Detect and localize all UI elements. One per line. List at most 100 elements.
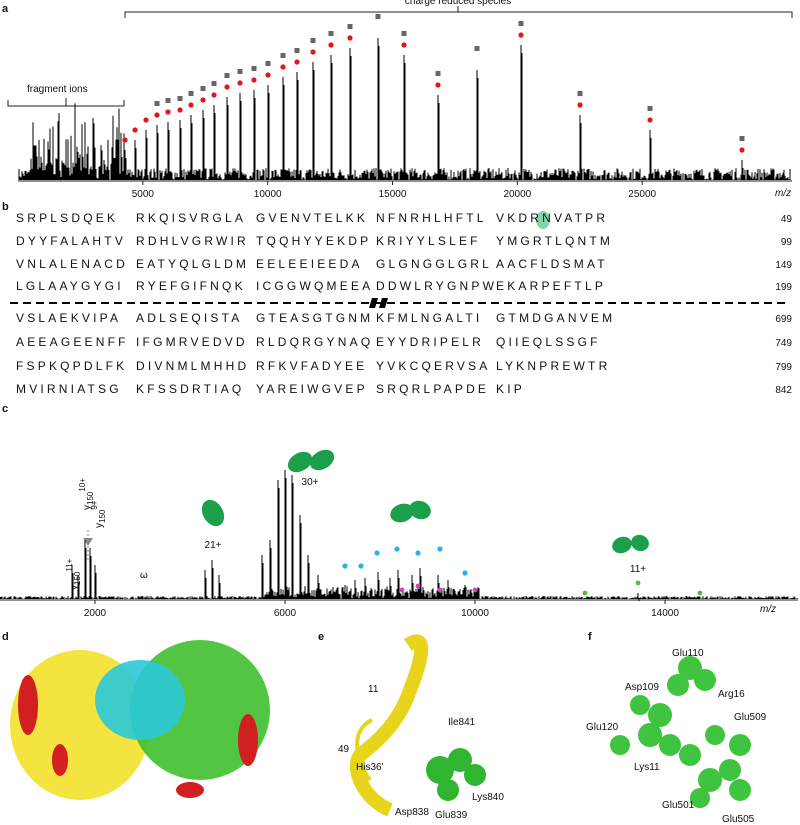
spectrum-trace <box>18 38 791 180</box>
marker-dot <box>374 550 380 556</box>
marker-dot <box>577 102 583 108</box>
marker-dot <box>224 84 230 90</box>
residue-label: Glu509 <box>734 712 767 723</box>
panel-label: f <box>588 631 592 643</box>
sequence-group: YVKCQERVSA <box>376 359 490 373</box>
residue-label: Glu501 <box>662 800 695 811</box>
marker-dot <box>165 109 171 115</box>
sequence-group: QIIEQLSSGF <box>496 335 601 349</box>
marker-square <box>310 38 316 43</box>
ion-sup: 9+ <box>90 500 99 509</box>
marker-dot <box>462 570 468 576</box>
sequence-group: GLGNGGLGRL <box>376 257 492 271</box>
residue-label: Asp838 <box>395 807 429 818</box>
complex-glyph <box>631 534 649 552</box>
residue-number: 199 <box>775 282 792 293</box>
charge-label: 11+ <box>630 564 646 575</box>
sequence-group: RYEFGIFNQK <box>136 279 246 293</box>
highlight <box>536 211 550 229</box>
marker-square <box>328 31 334 36</box>
structure-d <box>10 640 270 800</box>
x-tick-label: 6000 <box>274 608 297 619</box>
panel-label: d <box>2 631 9 643</box>
marker-dot <box>310 49 316 55</box>
marker-dot <box>143 117 149 123</box>
x-axis-label: m/z <box>760 604 776 615</box>
sequence-group: DIVNMLMHHD <box>136 359 249 373</box>
residue-label: Glu110 <box>672 648 704 659</box>
marker-square <box>265 61 271 66</box>
marker-square <box>237 69 243 74</box>
ion-label: y1509+ <box>90 500 107 528</box>
marker-square <box>401 31 407 36</box>
marker-dot <box>132 127 138 133</box>
sequence-group: GTMDGANVEM <box>496 311 615 325</box>
complex-glyph <box>309 449 335 471</box>
marker-square <box>224 73 230 78</box>
structure-f <box>610 656 751 808</box>
sequence-group: KIP <box>496 382 525 396</box>
sequence-group: EYYDRIPELR <box>376 335 484 349</box>
residue-label: His36' <box>356 762 384 773</box>
bracket <box>7 98 125 107</box>
marker-dot <box>697 590 703 596</box>
sequence-group: YMGRTLQNTM <box>496 234 613 248</box>
x-tick-label: 10000 <box>254 189 282 200</box>
marker-dot <box>358 563 364 569</box>
sequence-group: SRQRLPAPDE <box>376 382 489 396</box>
x-tick-label: 2000 <box>84 608 107 619</box>
marker-dot <box>437 546 443 552</box>
marker-square <box>474 46 480 51</box>
bracket-title: charge reduced species <box>405 0 511 7</box>
ion-base: y <box>82 505 93 510</box>
residue-number: 99 <box>781 237 793 248</box>
marker-dot <box>472 587 478 593</box>
structure-e <box>349 634 486 817</box>
charge-label: 30+ <box>302 477 319 488</box>
sequence-group: EELEEIEEDA <box>256 257 363 271</box>
marker-dot <box>251 77 257 83</box>
sequence-group: EATYQLGLDM <box>136 257 249 271</box>
sequence-group: YAREIWGVEP <box>256 382 368 396</box>
x-tick-label: 14000 <box>651 608 679 619</box>
ion-sup: 10+ <box>78 478 87 492</box>
marker-dot <box>415 583 421 589</box>
residue-label: 11 <box>368 684 379 695</box>
residue-number: 842 <box>775 385 792 396</box>
marker-square <box>577 91 583 96</box>
x-tick-label: 10000 <box>461 608 489 619</box>
marker-dot <box>739 147 745 153</box>
ion-sub: 150 <box>98 509 107 523</box>
complex-glyph <box>612 536 632 554</box>
sequence-group: FSPKQPDLFK <box>16 359 127 373</box>
panel-label: e <box>318 631 324 643</box>
marker-square <box>211 81 217 86</box>
marker-square <box>280 53 286 58</box>
sequence-group: GTEASGTGNM <box>256 311 373 325</box>
marker-dot <box>394 546 400 552</box>
annotation: fragment ions <box>27 84 88 95</box>
panel-label: b <box>2 201 9 213</box>
sequence-group: DDWLRYGNPW <box>376 279 497 293</box>
ion-sub: 150 <box>73 571 82 585</box>
residue-label: Ile841 <box>448 717 476 728</box>
x-tick-label: 15000 <box>379 189 407 200</box>
residue-label: Lys11 <box>634 762 660 773</box>
marker-dot <box>399 587 405 593</box>
marker-square <box>518 21 524 26</box>
ion-label: y15010+ <box>78 478 95 510</box>
sequence-group: VNLALENACD <box>16 257 128 271</box>
sequence-group: TQQHYYEKDP <box>256 234 371 248</box>
residue-label: Glu505 <box>722 814 755 825</box>
residue-number: 799 <box>775 362 792 373</box>
marker-dot <box>401 42 407 48</box>
marker-dot <box>435 82 441 88</box>
residue-label: Glu839 <box>435 810 468 821</box>
sequence-group: ICGGWQMEEA <box>256 279 373 293</box>
marker-square <box>200 86 206 91</box>
residue-label: Asp109 <box>625 682 659 693</box>
sequence-group: RKQISVRGLA <box>136 211 246 225</box>
marker-dot <box>122 137 128 143</box>
sequence-group: AEEAGEENFF <box>16 335 129 349</box>
